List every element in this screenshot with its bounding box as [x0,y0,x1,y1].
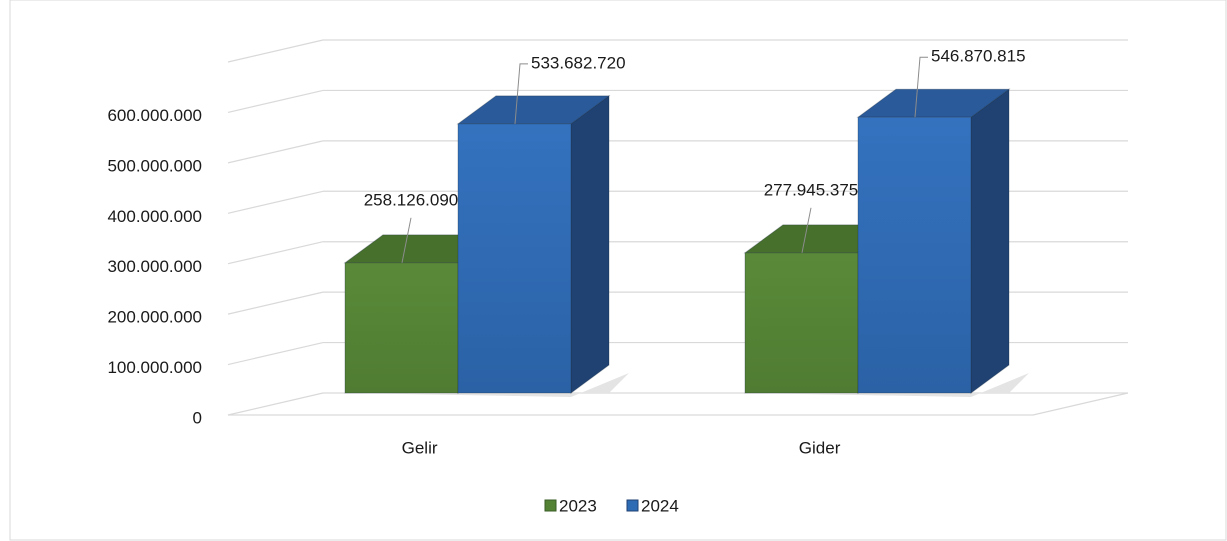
grid-line-side [227,140,324,164]
x-tick-label: Gider [799,438,841,457]
wall-edge [227,39,324,63]
leader-line [401,217,412,263]
y-tick-label: 100.000.000 [107,358,202,377]
y-tick-label: 400.000.000 [107,207,202,226]
data-label: 533.682.720 [531,53,626,72]
grid-line-side [227,89,324,114]
leader-line [514,63,528,124]
leader-line [914,56,928,118]
bar [857,116,972,394]
bar-side [570,94,610,394]
grid-line-side [227,291,324,315]
legend-swatch [626,499,639,512]
y-tick-label: 0 [193,408,202,427]
y-tick-label: 300.000.000 [107,257,202,276]
data-label: 546.870.815 [931,47,1026,66]
y-tick-label: 600.000.000 [107,106,202,125]
legend-label: 2023 [559,496,597,515]
data-label: 258.126.090 [364,190,459,209]
bar [457,123,572,394]
y-tick-label: 200.000.000 [107,308,202,327]
floor-edge [228,392,1129,416]
grid-line-side [227,190,324,214]
frame [9,0,1227,541]
y-tick-label: 500.000.000 [107,156,202,175]
x-tick-label: Gelir [402,438,438,457]
grid-line-side [227,392,324,416]
data-label: 277.945.375 [764,180,859,199]
leader-line [801,207,812,253]
bar-side [970,88,1010,394]
bar [744,252,859,394]
legend-swatch [544,499,557,512]
bar [344,262,459,394]
grid-line-side [227,241,324,265]
legend-label: 2024 [641,496,679,515]
grid-line-side [227,341,324,366]
